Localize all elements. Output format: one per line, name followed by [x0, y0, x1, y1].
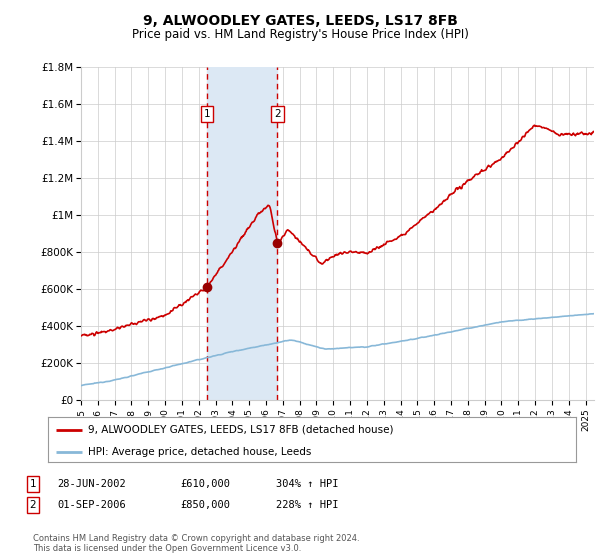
Bar	[207, 67, 277, 400]
Text: 2: 2	[29, 500, 37, 510]
Text: Contains HM Land Registry data © Crown copyright and database right 2024.
This d: Contains HM Land Registry data © Crown c…	[33, 534, 359, 553]
Text: 9, ALWOODLEY GATES, LEEDS, LS17 8FB: 9, ALWOODLEY GATES, LEEDS, LS17 8FB	[143, 14, 457, 28]
Text: Price paid vs. HM Land Registry's House Price Index (HPI): Price paid vs. HM Land Registry's House …	[131, 28, 469, 41]
Text: 1: 1	[203, 109, 210, 119]
Text: HPI: Average price, detached house, Leeds: HPI: Average price, detached house, Leed…	[88, 447, 311, 457]
Text: 228% ↑ HPI: 228% ↑ HPI	[276, 500, 338, 510]
Text: £850,000: £850,000	[180, 500, 230, 510]
Text: 28-JUN-2002: 28-JUN-2002	[57, 479, 126, 489]
Text: 2: 2	[274, 109, 281, 119]
Text: 01-SEP-2006: 01-SEP-2006	[57, 500, 126, 510]
Text: 9, ALWOODLEY GATES, LEEDS, LS17 8FB (detached house): 9, ALWOODLEY GATES, LEEDS, LS17 8FB (det…	[88, 424, 393, 435]
Text: £610,000: £610,000	[180, 479, 230, 489]
Text: 304% ↑ HPI: 304% ↑ HPI	[276, 479, 338, 489]
Text: 1: 1	[29, 479, 37, 489]
